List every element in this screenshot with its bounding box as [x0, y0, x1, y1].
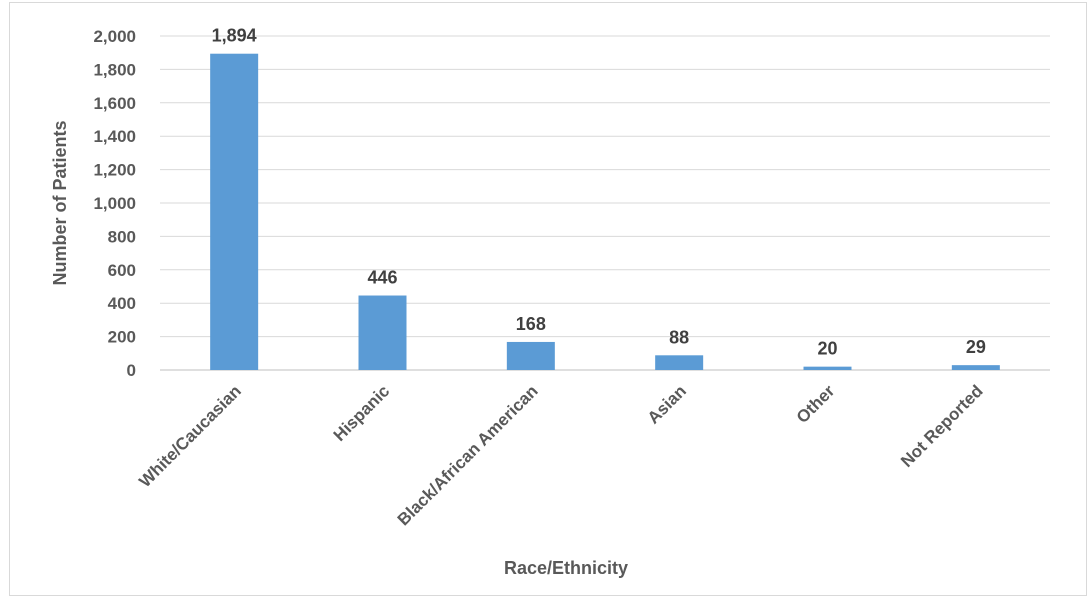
gridlines: [160, 35, 1050, 371]
y-tick-label: 1,800: [93, 60, 136, 79]
y-axis-ticks: 0 200 400 600 800 1,000 1,200 1,400 1,600 1,800 2,…: [93, 27, 136, 380]
y-tick-label: 1,200: [93, 161, 136, 180]
bar: [803, 366, 852, 370]
data-label: 20: [817, 339, 837, 359]
y-axis-title: Number of Patients: [50, 120, 70, 285]
x-axis-ticks: White/Caucasian Hispanic Black/African Ame…: [135, 381, 986, 529]
data-label: 446: [367, 268, 397, 288]
bars: [210, 53, 1000, 371]
x-tick-label: Other: [793, 381, 839, 427]
bar: [506, 341, 555, 370]
y-tick-label: 800: [108, 227, 136, 246]
bar: [951, 365, 1000, 370]
data-label: 168: [516, 314, 546, 334]
x-tick-label: Black/African American: [394, 381, 542, 529]
y-tick-label: 400: [108, 294, 136, 313]
data-label: 1,894: [212, 26, 257, 46]
bar: [358, 295, 407, 370]
y-tick-label: 0: [127, 361, 136, 380]
y-tick-label: 1,400: [93, 127, 136, 146]
x-tick-label: Asian: [644, 381, 690, 427]
y-tick-label: 1,000: [93, 194, 136, 213]
chart-frame: [9, 2, 1087, 596]
x-tick-label: White/Caucasian: [135, 381, 245, 491]
x-tick-label: Not Reported: [897, 381, 987, 471]
y-tick-label: 1,600: [93, 94, 136, 113]
x-tick-label: Hispanic: [330, 381, 394, 445]
y-tick-label: 200: [108, 328, 136, 347]
data-label: 29: [966, 337, 986, 357]
y-tick-label: 600: [108, 261, 136, 280]
y-tick-label: 2,000: [93, 27, 136, 46]
data-labels: 1,894 446 168 88 20 29: [212, 26, 986, 359]
bar: [655, 355, 704, 370]
bar: [210, 53, 259, 371]
x-axis-title: Race/Ethnicity: [504, 558, 628, 578]
data-label: 88: [669, 327, 689, 347]
